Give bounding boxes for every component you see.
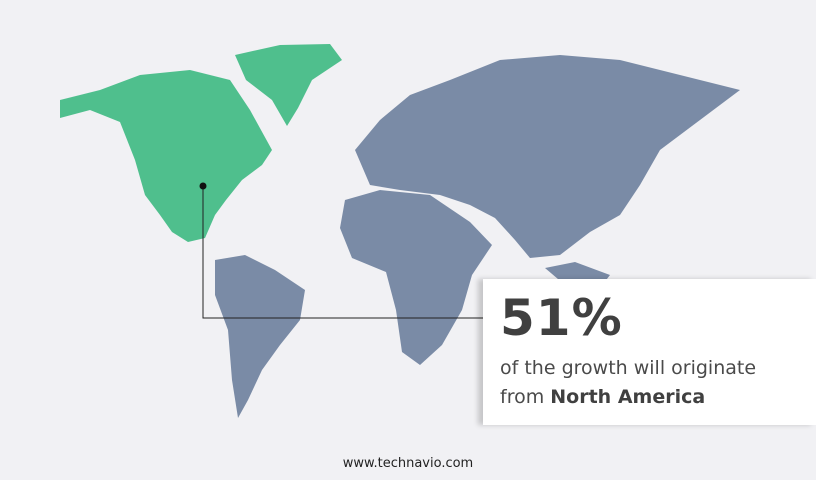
callout-card: 51% of the growth will originate from No… [483, 279, 816, 425]
region-eurasia [355, 55, 740, 258]
region-south-america [215, 255, 305, 418]
callout-text-line2: from North America [500, 386, 705, 408]
callout-pointer-dot [199, 182, 207, 190]
region-north-america [60, 70, 272, 242]
growth-percent: 51% [500, 289, 623, 347]
callout-prefix: from [500, 386, 551, 408]
footer-website: www.technavio.com [342, 456, 474, 471]
callout-pointer-line [202, 186, 483, 319]
callout-region: North America [550, 386, 706, 408]
region-greenland [235, 44, 342, 126]
region-africa [340, 190, 492, 365]
callout-text-line1: of the growth will originate [500, 357, 757, 379]
